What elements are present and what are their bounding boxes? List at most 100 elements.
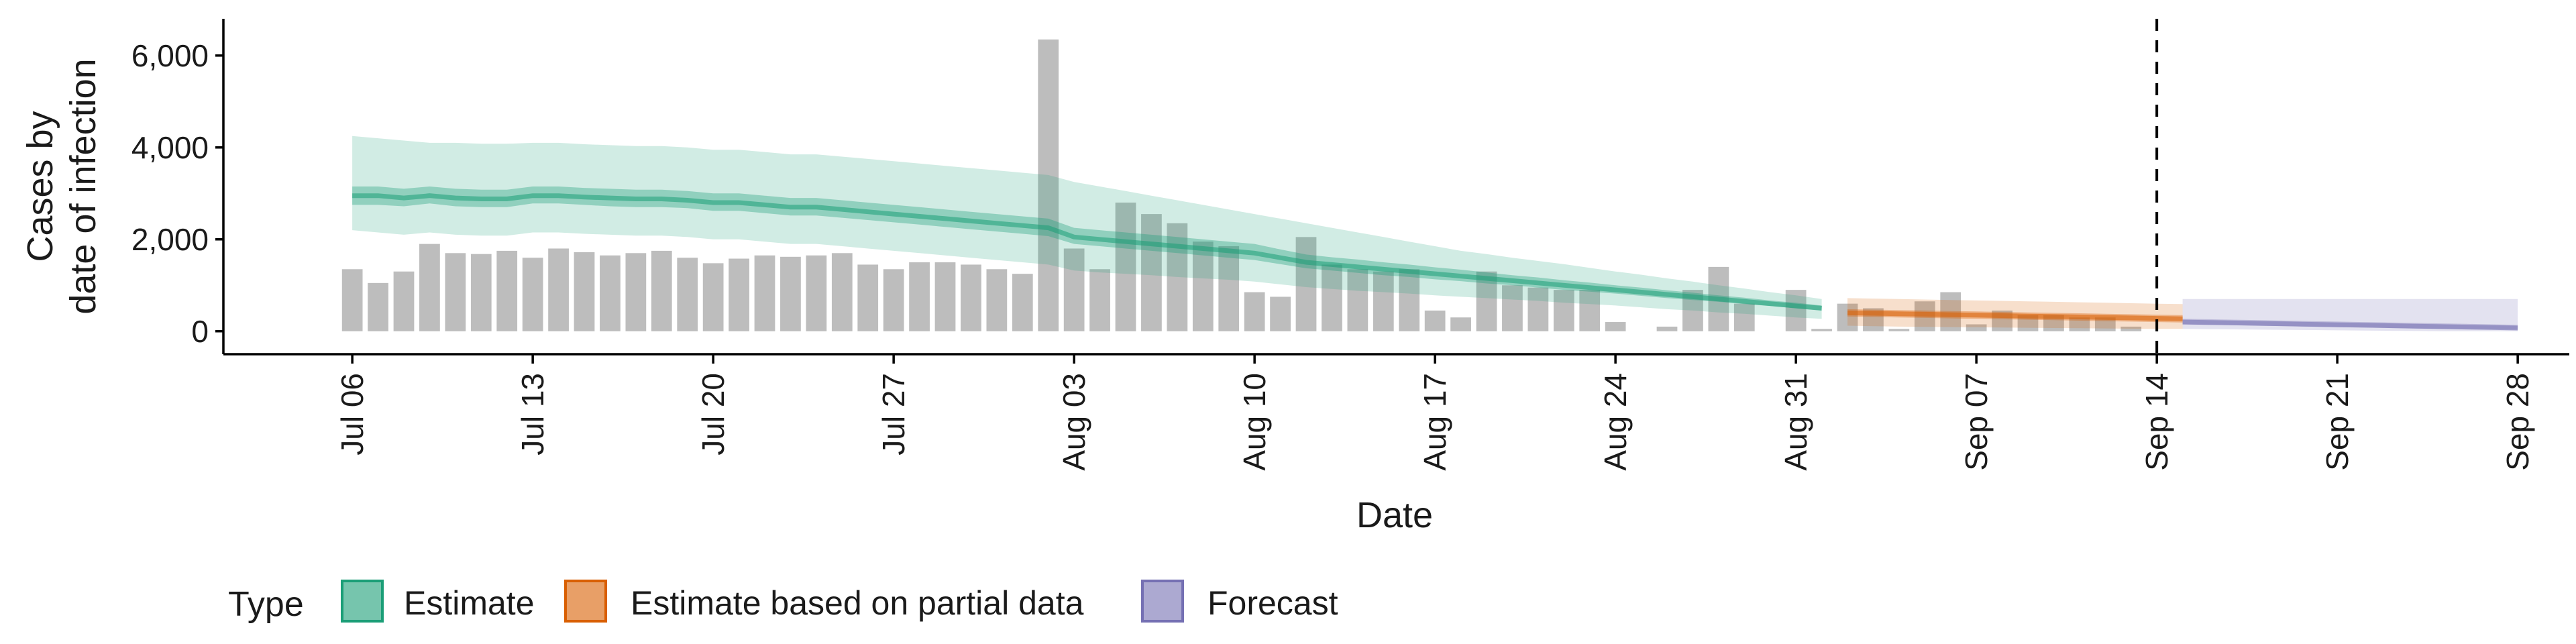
bar — [1733, 303, 1755, 331]
y-tick-label: 2,000 — [131, 222, 209, 257]
x-tick-label: Aug 24 — [1598, 373, 1633, 471]
bar — [1244, 292, 1265, 331]
x-tick-label: Jul 13 — [515, 373, 550, 455]
bar — [1424, 310, 1446, 331]
x-tick-label: Sep 28 — [2500, 373, 2535, 471]
bar — [1605, 322, 1626, 331]
legend-swatch-estimate — [341, 580, 384, 623]
x-tick-label: Aug 10 — [1237, 373, 1272, 471]
x-tick-label: Sep 14 — [2139, 373, 2174, 471]
bar — [1940, 292, 1962, 331]
bar — [393, 271, 415, 331]
bar — [1656, 326, 1678, 331]
bar — [2069, 317, 2090, 331]
x-axis-label: Date — [1356, 495, 1433, 535]
ribbon-50 — [352, 186, 1822, 311]
y-axis-label-line-2: date of infection — [63, 58, 103, 314]
ribbon-90 — [352, 136, 1822, 319]
bar — [1063, 248, 1085, 331]
bar — [1218, 246, 1240, 331]
bar — [1295, 237, 1317, 331]
y-tick-label: 0 — [191, 314, 209, 349]
bar — [2121, 326, 2142, 331]
plot-area — [341, 19, 2518, 354]
bar — [1966, 324, 1987, 331]
bar — [1270, 297, 1291, 331]
bar — [754, 255, 775, 331]
y-tick-label: 6,000 — [131, 38, 209, 73]
bar — [2017, 315, 2039, 331]
bar — [1553, 290, 1574, 331]
bar — [677, 258, 698, 331]
bar — [1888, 329, 1910, 331]
bar — [1347, 269, 1368, 331]
legend-label-forecast: Forecast — [1208, 584, 1338, 622]
bar — [625, 253, 647, 331]
x-tick-label: Jul 06 — [335, 373, 370, 455]
median-line — [2182, 319, 2518, 331]
legend-swatch-forecast — [1141, 580, 1184, 623]
x-tick-label: Jul 27 — [876, 373, 911, 455]
bar — [600, 255, 621, 331]
bar — [2043, 315, 2064, 331]
bar — [1373, 271, 1394, 331]
x-tick-label: Sep 07 — [1959, 373, 1994, 471]
bar — [1837, 303, 1858, 331]
axes: 0 2,000 4,000 6,000 Jul 06 Jul 13 Jul 20 Jul 2… — [131, 19, 2569, 471]
bar — [961, 264, 981, 331]
bar — [522, 258, 543, 331]
legend-label-estimate: Estimate — [404, 584, 535, 622]
x-tick-label: Sep 21 — [2320, 373, 2355, 471]
x-ticks: Jul 06 Jul 13 Jul 20 Jul 27 Aug 03 Aug 10 Aug … — [335, 354, 2535, 471]
bar — [831, 253, 853, 331]
bar — [1399, 269, 1420, 331]
x-tick-label: Jul 20 — [696, 373, 731, 455]
bar — [1167, 223, 1188, 331]
bar — [1811, 329, 1832, 331]
x-tick-label: Aug 31 — [1778, 373, 1813, 471]
bar — [1115, 202, 1136, 331]
bar — [1450, 317, 1471, 331]
x-tick-label: Aug 03 — [1057, 373, 1091, 471]
bar — [857, 264, 879, 331]
y-ticks: 0 2,000 4,000 6,000 — [131, 38, 223, 349]
x-tick-label: Aug 17 — [1417, 373, 1452, 471]
bar — [883, 269, 904, 331]
bar — [729, 258, 749, 331]
y-axis-label-line-1: Cases by — [20, 111, 60, 262]
bar — [445, 253, 466, 331]
bar — [1785, 290, 1807, 331]
bar — [1089, 269, 1110, 331]
bar — [702, 263, 724, 331]
legend-label-partial: Estimate based on partial data — [631, 584, 1084, 622]
bar — [1502, 285, 1523, 331]
bar — [574, 252, 595, 331]
bar — [496, 250, 518, 331]
bar — [1322, 264, 1342, 331]
median-line — [1847, 310, 2183, 321]
legend-title: Type — [228, 585, 304, 624]
bar — [934, 262, 956, 331]
bar — [1012, 274, 1033, 331]
bar — [1579, 290, 1601, 331]
legend-swatch-partial — [564, 580, 607, 623]
ribbons-layer — [352, 136, 2518, 331]
bar — [419, 244, 440, 331]
bar — [341, 269, 363, 331]
bar — [806, 255, 827, 331]
bar — [470, 254, 492, 331]
y-tick-label: 4,000 — [131, 130, 209, 165]
bar — [368, 282, 388, 331]
bar — [1527, 287, 1549, 331]
median-lines-layer — [352, 193, 2518, 331]
bar — [1141, 214, 1162, 331]
legend: Type Estimate Estimate based on partial … — [228, 580, 1338, 624]
bar — [1038, 39, 1059, 331]
bar — [651, 250, 672, 331]
bar — [1476, 271, 1497, 331]
bar — [986, 269, 1008, 331]
bar — [1192, 241, 1214, 331]
median-line — [352, 193, 1822, 311]
bar — [909, 262, 930, 331]
